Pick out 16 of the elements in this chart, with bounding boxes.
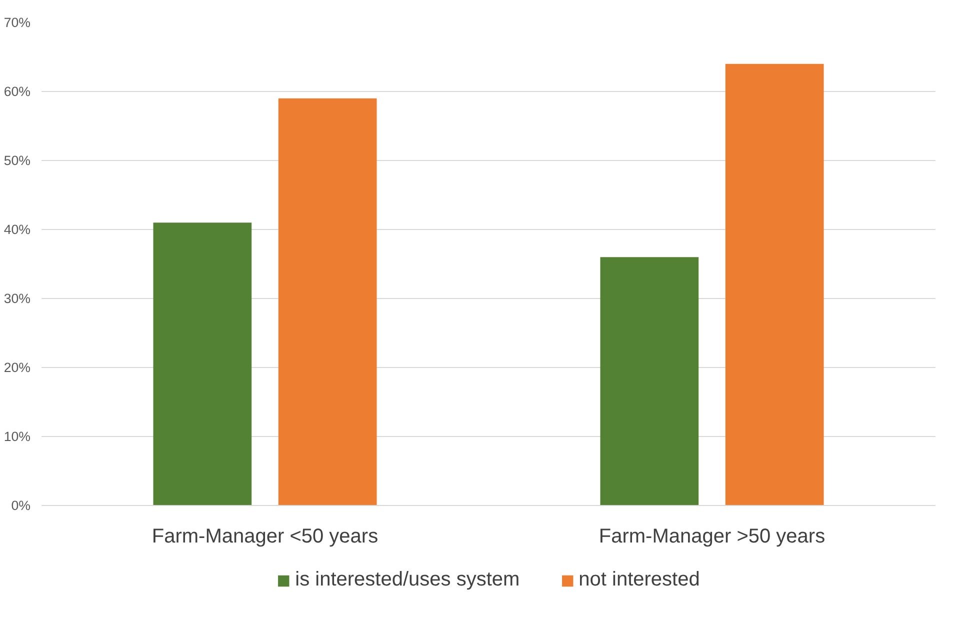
x-tick-label: Farm-Manager >50 years [598,526,826,548]
legend-label: not interested [578,568,700,592]
y-tick-label: 20% [4,360,31,375]
y-tick-label: 10% [4,429,31,444]
y-tick-label: 40% [4,222,31,237]
y-tick-label: 0% [11,498,31,513]
bar [600,257,699,506]
x-tick-label: Farm-Manager <50 years [152,526,378,548]
legend-label: is interested/uses system [295,568,520,592]
bar [153,222,252,506]
y-tick-label: 50% [4,153,31,168]
bar [725,64,824,506]
bar [278,98,377,506]
y-tick-label: 60% [4,84,31,99]
y-tick-label: 70% [4,15,31,30]
y-tick-label: 30% [4,291,31,306]
